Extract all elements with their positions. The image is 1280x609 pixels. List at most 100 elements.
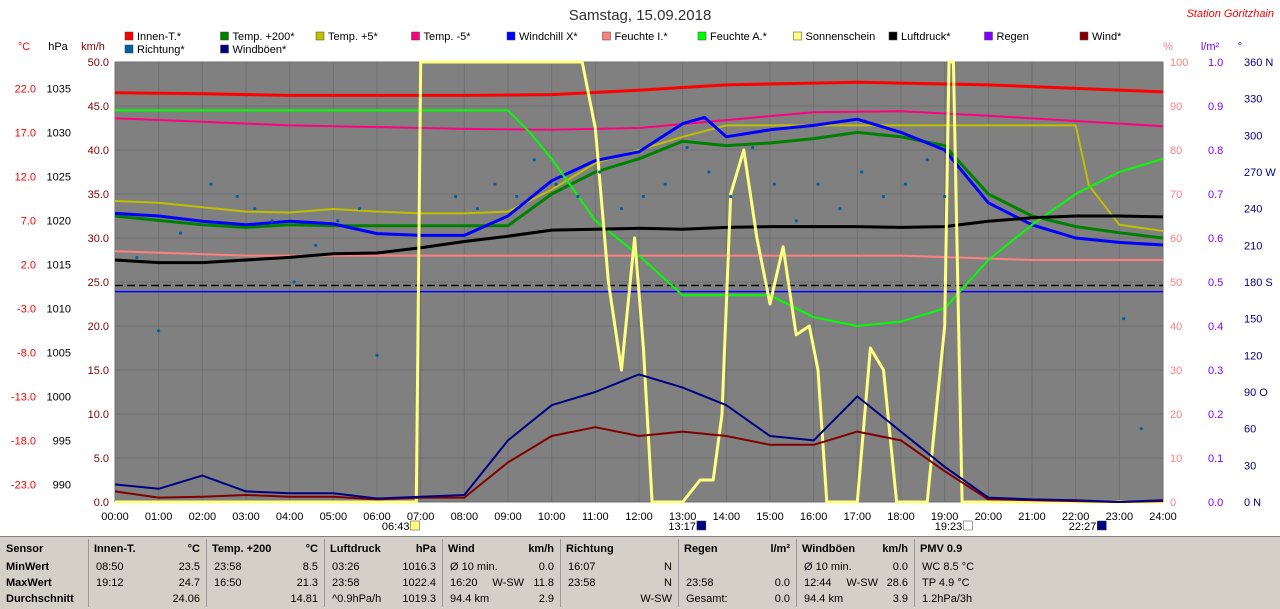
- tick-label-pressure: 990: [53, 479, 71, 491]
- series-point-richtung: [576, 194, 580, 199]
- series-line-innen: [114, 80, 1164, 97]
- series-point-richtung: [375, 353, 379, 357]
- x-tick-label: 00:00: [101, 511, 129, 523]
- summary-min-value: WC 8.5 °C: [922, 561, 975, 573]
- summary-block-unit: l/m²: [770, 543, 790, 555]
- x-tick-label: 23:00: [1106, 511, 1134, 523]
- summary-avg-value: 0.0: [774, 593, 790, 605]
- tick-label-wind: 30.0: [88, 233, 109, 245]
- series-point-richtung: [292, 280, 296, 284]
- tick-label-wind: 25.0: [88, 277, 109, 289]
- tick-label-rain: 1.0: [1208, 57, 1223, 69]
- tick-label-humidity: 80: [1170, 145, 1182, 157]
- summary-min-value: 23.5: [178, 561, 200, 573]
- axis-unit-wind: km/h: [81, 41, 105, 53]
- legend-swatch: [220, 31, 229, 41]
- series-point-richtung: [515, 194, 519, 199]
- tick-label-direction: 180 S: [1244, 277, 1273, 289]
- time-marker-label: 13:17: [668, 521, 696, 533]
- summary-table: Sensor MinWert MaxWert Durchschnitt Inne…: [0, 536, 1280, 609]
- x-tick-label: 13:00: [669, 511, 697, 523]
- summary-block: PMV 0.9 WC 8.5 °C TP 4.9 °C 1.2hPa/3h: [914, 539, 1280, 607]
- time-marker-label: 22:27: [1069, 521, 1097, 533]
- summary-max-value: W-SW: [492, 577, 524, 589]
- tick-label-direction: 60: [1244, 424, 1256, 436]
- tick-label-pressure: 1010: [47, 303, 71, 315]
- tick-label-wind: 35.0: [88, 189, 109, 201]
- x-tick-label: 22:00: [1062, 511, 1090, 523]
- x-tick-label: 10:00: [538, 511, 566, 523]
- tick-label-temp: 2.0: [21, 259, 36, 271]
- summary-block: Temp. +200 °C 23:58 8.5 16:50 21.3 14.81: [206, 539, 325, 607]
- summary-block: Richtung 16:07 N 23:58 N W-SW: [560, 539, 679, 607]
- summary-max-value: 19:12: [96, 577, 124, 589]
- series-point-richtung: [685, 145, 689, 150]
- series-point-richtung: [1139, 427, 1143, 431]
- legend-entry: Sonnenschein: [806, 31, 876, 43]
- tick-label-temp: 22.0: [15, 83, 36, 95]
- tick-label-direction: 90 O: [1244, 387, 1268, 399]
- tick-label-wind: 0.0: [94, 497, 109, 509]
- tick-label-humidity: 0: [1170, 497, 1176, 509]
- tick-label-rain: 0.7: [1208, 189, 1223, 201]
- summary-min-label: MinWert: [6, 561, 50, 573]
- summary-min-value: 0.0: [538, 561, 554, 573]
- axis-unit-rain: l/m²: [1201, 41, 1220, 53]
- series-point-richtung: [493, 182, 497, 186]
- tick-label-wind: 50.0: [88, 57, 109, 69]
- summary-block-title: Richtung: [566, 543, 614, 555]
- series-point-richtung: [135, 255, 139, 260]
- summary-max-value: N: [664, 577, 672, 589]
- summary-block: Innen-T. °C 08:50 23.5 19:12 24.7 24.06: [88, 539, 207, 607]
- series-line-temp_p200: [114, 130, 1164, 240]
- axis-unit-temp: °C: [18, 41, 30, 53]
- summary-avg-value: 94.4 km: [450, 593, 490, 605]
- x-tick-label: 16:00: [800, 511, 828, 523]
- summary-block-unit: km/h: [528, 543, 554, 555]
- x-tick-label: 20:00: [975, 511, 1003, 523]
- tick-label-humidity: 10: [1170, 453, 1182, 465]
- legend-entry: Richtung*: [137, 44, 185, 56]
- summary-avg-value: 94.4 km: [804, 593, 844, 605]
- summary-min-value: 16:07: [568, 561, 596, 573]
- x-tick-label: 12:00: [625, 511, 653, 523]
- tick-label-humidity: 50: [1170, 277, 1182, 289]
- summary-block-unit: °C: [187, 543, 200, 555]
- tick-label-direction: 210: [1244, 240, 1262, 252]
- summary-max-value: TP 4.9 °C: [922, 577, 970, 589]
- x-tick-label: 03:00: [232, 511, 260, 523]
- summary-max-value: 23:58: [332, 577, 360, 589]
- summary-avg-value: 1019.3: [402, 593, 436, 605]
- series-point-richtung: [750, 145, 755, 150]
- tick-label-wind: 40.0: [88, 145, 109, 157]
- tick-label-direction: 150: [1244, 314, 1262, 326]
- time-marker-label: 19:23: [935, 521, 963, 533]
- summary-min-value: 08:50: [96, 561, 124, 573]
- time-marker-icon: [963, 520, 973, 531]
- series-line-boeen: [114, 373, 1164, 503]
- summary-block-title: Temp. +200: [212, 543, 272, 555]
- legend-entry: Luftdruck*: [901, 31, 951, 43]
- x-tick-label: 24:00: [1149, 511, 1177, 523]
- summary-avg-value: 3.9: [892, 593, 908, 605]
- tick-label-wind: 10.0: [88, 409, 109, 421]
- tick-label-wind: 20.0: [88, 321, 109, 333]
- time-marker-label: 06:43: [382, 521, 410, 533]
- tick-label-rain: 0.9: [1208, 101, 1223, 113]
- x-tick-label: 04:00: [276, 511, 304, 523]
- x-tick-label: 19:00: [931, 511, 959, 523]
- legend-swatch: [1079, 31, 1089, 41]
- summary-max-value: 12:44: [804, 577, 832, 589]
- summary-max-value: 11.8: [533, 577, 554, 589]
- summary-min-value: 8.5: [302, 561, 318, 573]
- tick-label-pressure: 1015: [47, 259, 71, 271]
- summary-avg-value: 14.81: [290, 593, 318, 605]
- tick-label-temp: -13.0: [11, 391, 36, 403]
- tick-label-temp: -8.0: [17, 347, 36, 359]
- tick-label-pressure: 1020: [47, 215, 71, 227]
- summary-min-value: 1016.3: [402, 561, 436, 573]
- tick-label-wind: 15.0: [88, 365, 109, 377]
- tick-label-direction: 360 N: [1244, 57, 1273, 69]
- x-tick-label: 05:00: [320, 511, 348, 523]
- x-tick-label: 06:00: [363, 511, 391, 523]
